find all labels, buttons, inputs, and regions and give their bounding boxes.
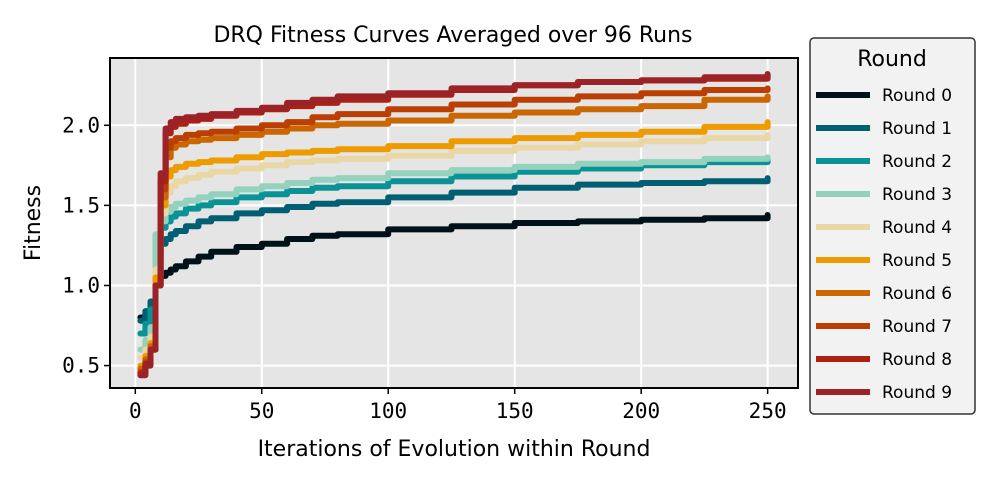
legend: Round Round 0 Round 1 Round 2 Round 3 Round … bbox=[809, 37, 976, 415]
y-axis-ticks: 0.5 1.0 1.5 2.0 bbox=[62, 113, 110, 378]
legend-label-round-9: Round 9 bbox=[882, 383, 952, 403]
y-tick-label: 1.0 bbox=[62, 273, 100, 297]
y-tick-label: 0.5 bbox=[62, 354, 100, 378]
legend-label-round-7: Round 7 bbox=[882, 317, 952, 337]
x-tick-label: 0 bbox=[129, 399, 142, 423]
legend-label-round-4: Round 4 bbox=[882, 218, 952, 238]
plot-frame bbox=[109, 57, 799, 389]
legend-label-round-0: Round 0 bbox=[882, 86, 952, 106]
x-axis-label: Iterations of Evolution within Round bbox=[258, 437, 651, 462]
x-tick-label: 150 bbox=[496, 399, 534, 423]
x-tick-label: 100 bbox=[369, 399, 407, 423]
legend-label-round-2: Round 2 bbox=[882, 152, 952, 172]
chart-title: DRQ Fitness Curves Averaged over 96 Runs bbox=[213, 23, 692, 48]
x-tick-label: 50 bbox=[249, 399, 274, 423]
y-tick-label: 1.5 bbox=[62, 193, 100, 217]
legend-box bbox=[809, 37, 976, 415]
series-line-round-9 bbox=[137, 71, 771, 379]
y-tick-label: 2.0 bbox=[62, 113, 100, 137]
y-axis-label: Fitness bbox=[21, 185, 46, 261]
x-tick-label: 250 bbox=[749, 399, 787, 423]
series-lines bbox=[137, 71, 771, 379]
legend-label-round-8: Round 8 bbox=[882, 350, 952, 370]
legend-title: Round bbox=[857, 47, 927, 72]
legend-label-round-1: Round 1 bbox=[882, 119, 952, 139]
legend-label-round-3: Round 3 bbox=[882, 185, 952, 205]
x-axis-ticks: 0 50 100 150 200 250 bbox=[129, 388, 787, 423]
legend-label-round-6: Round 6 bbox=[882, 284, 952, 304]
legend-label-round-5: Round 5 bbox=[882, 251, 952, 271]
x-tick-label: 200 bbox=[622, 399, 660, 423]
